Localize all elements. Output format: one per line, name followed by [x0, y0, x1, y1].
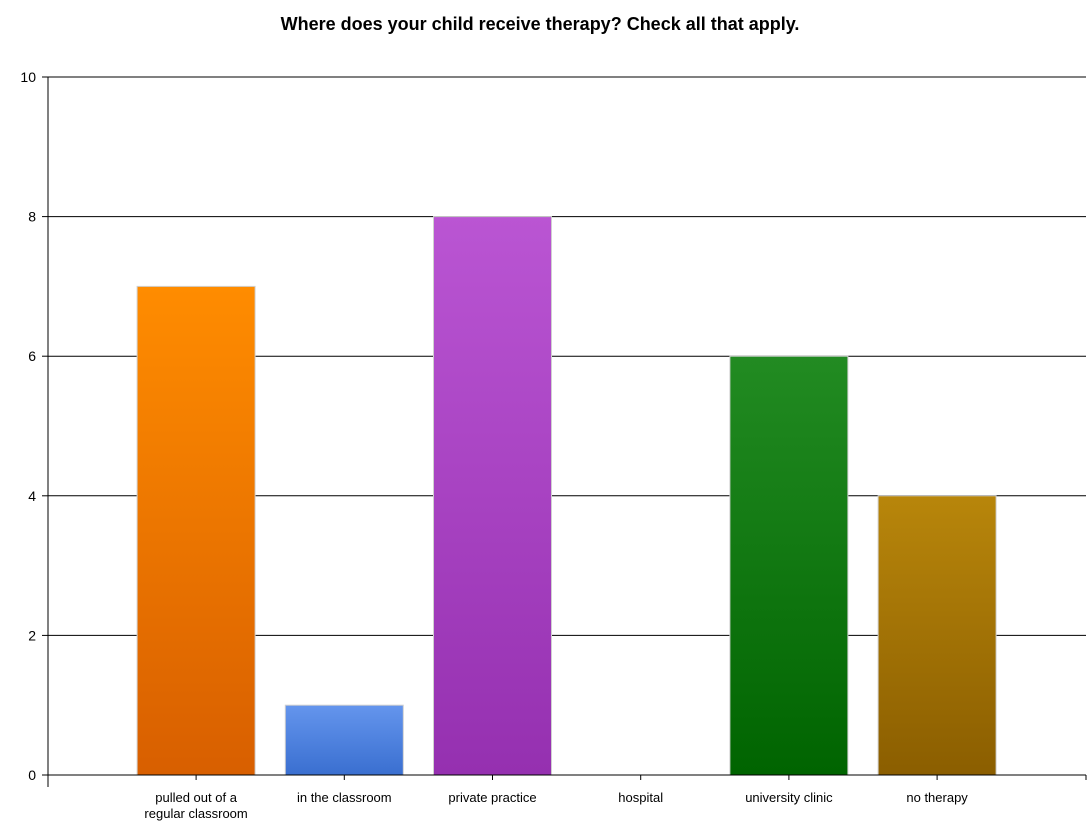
bar-private-practice	[433, 216, 552, 776]
x-category-label-line: regular classroom	[144, 806, 247, 821]
y-tick-labels: 0 2 4 6 8 10	[20, 69, 36, 783]
x-category-label: university clinic	[745, 790, 833, 805]
x-category-label: private practice	[448, 790, 536, 805]
bar-no-therapy	[877, 495, 997, 776]
bar-in-the-classroom	[284, 704, 404, 776]
x-category-label-line: no therapy	[906, 790, 968, 805]
x-category-label: no therapy	[906, 790, 968, 805]
axes	[42, 76, 1087, 787]
x-category-label: pulled out of a regular classroom	[144, 790, 247, 821]
x-category-label-line: pulled out of a	[155, 790, 237, 805]
x-category-label-line: hospital	[618, 790, 663, 805]
y-tick-label: 8	[28, 209, 36, 225]
chart-title: Where does your child receive therapy? C…	[281, 14, 800, 34]
y-tick-label: 10	[20, 69, 36, 85]
bar-university-clinic	[729, 355, 849, 776]
y-tick-label: 0	[28, 767, 36, 783]
bars	[136, 216, 997, 776]
x-category-labels: pulled out of a regular classroom in the c…	[144, 790, 968, 821]
x-category-label: in the classroom	[297, 790, 392, 805]
x-category-label-line: university clinic	[745, 790, 833, 805]
x-category-label: hospital	[618, 790, 663, 805]
y-tick-label: 2	[28, 627, 36, 643]
x-category-label-line: private practice	[448, 790, 536, 805]
bar-pulled-out-of-a-regular-classroom	[136, 285, 256, 776]
x-category-label-line: in the classroom	[297, 790, 392, 805]
y-tick-label: 6	[28, 348, 36, 364]
y-tick-label: 4	[28, 488, 36, 504]
